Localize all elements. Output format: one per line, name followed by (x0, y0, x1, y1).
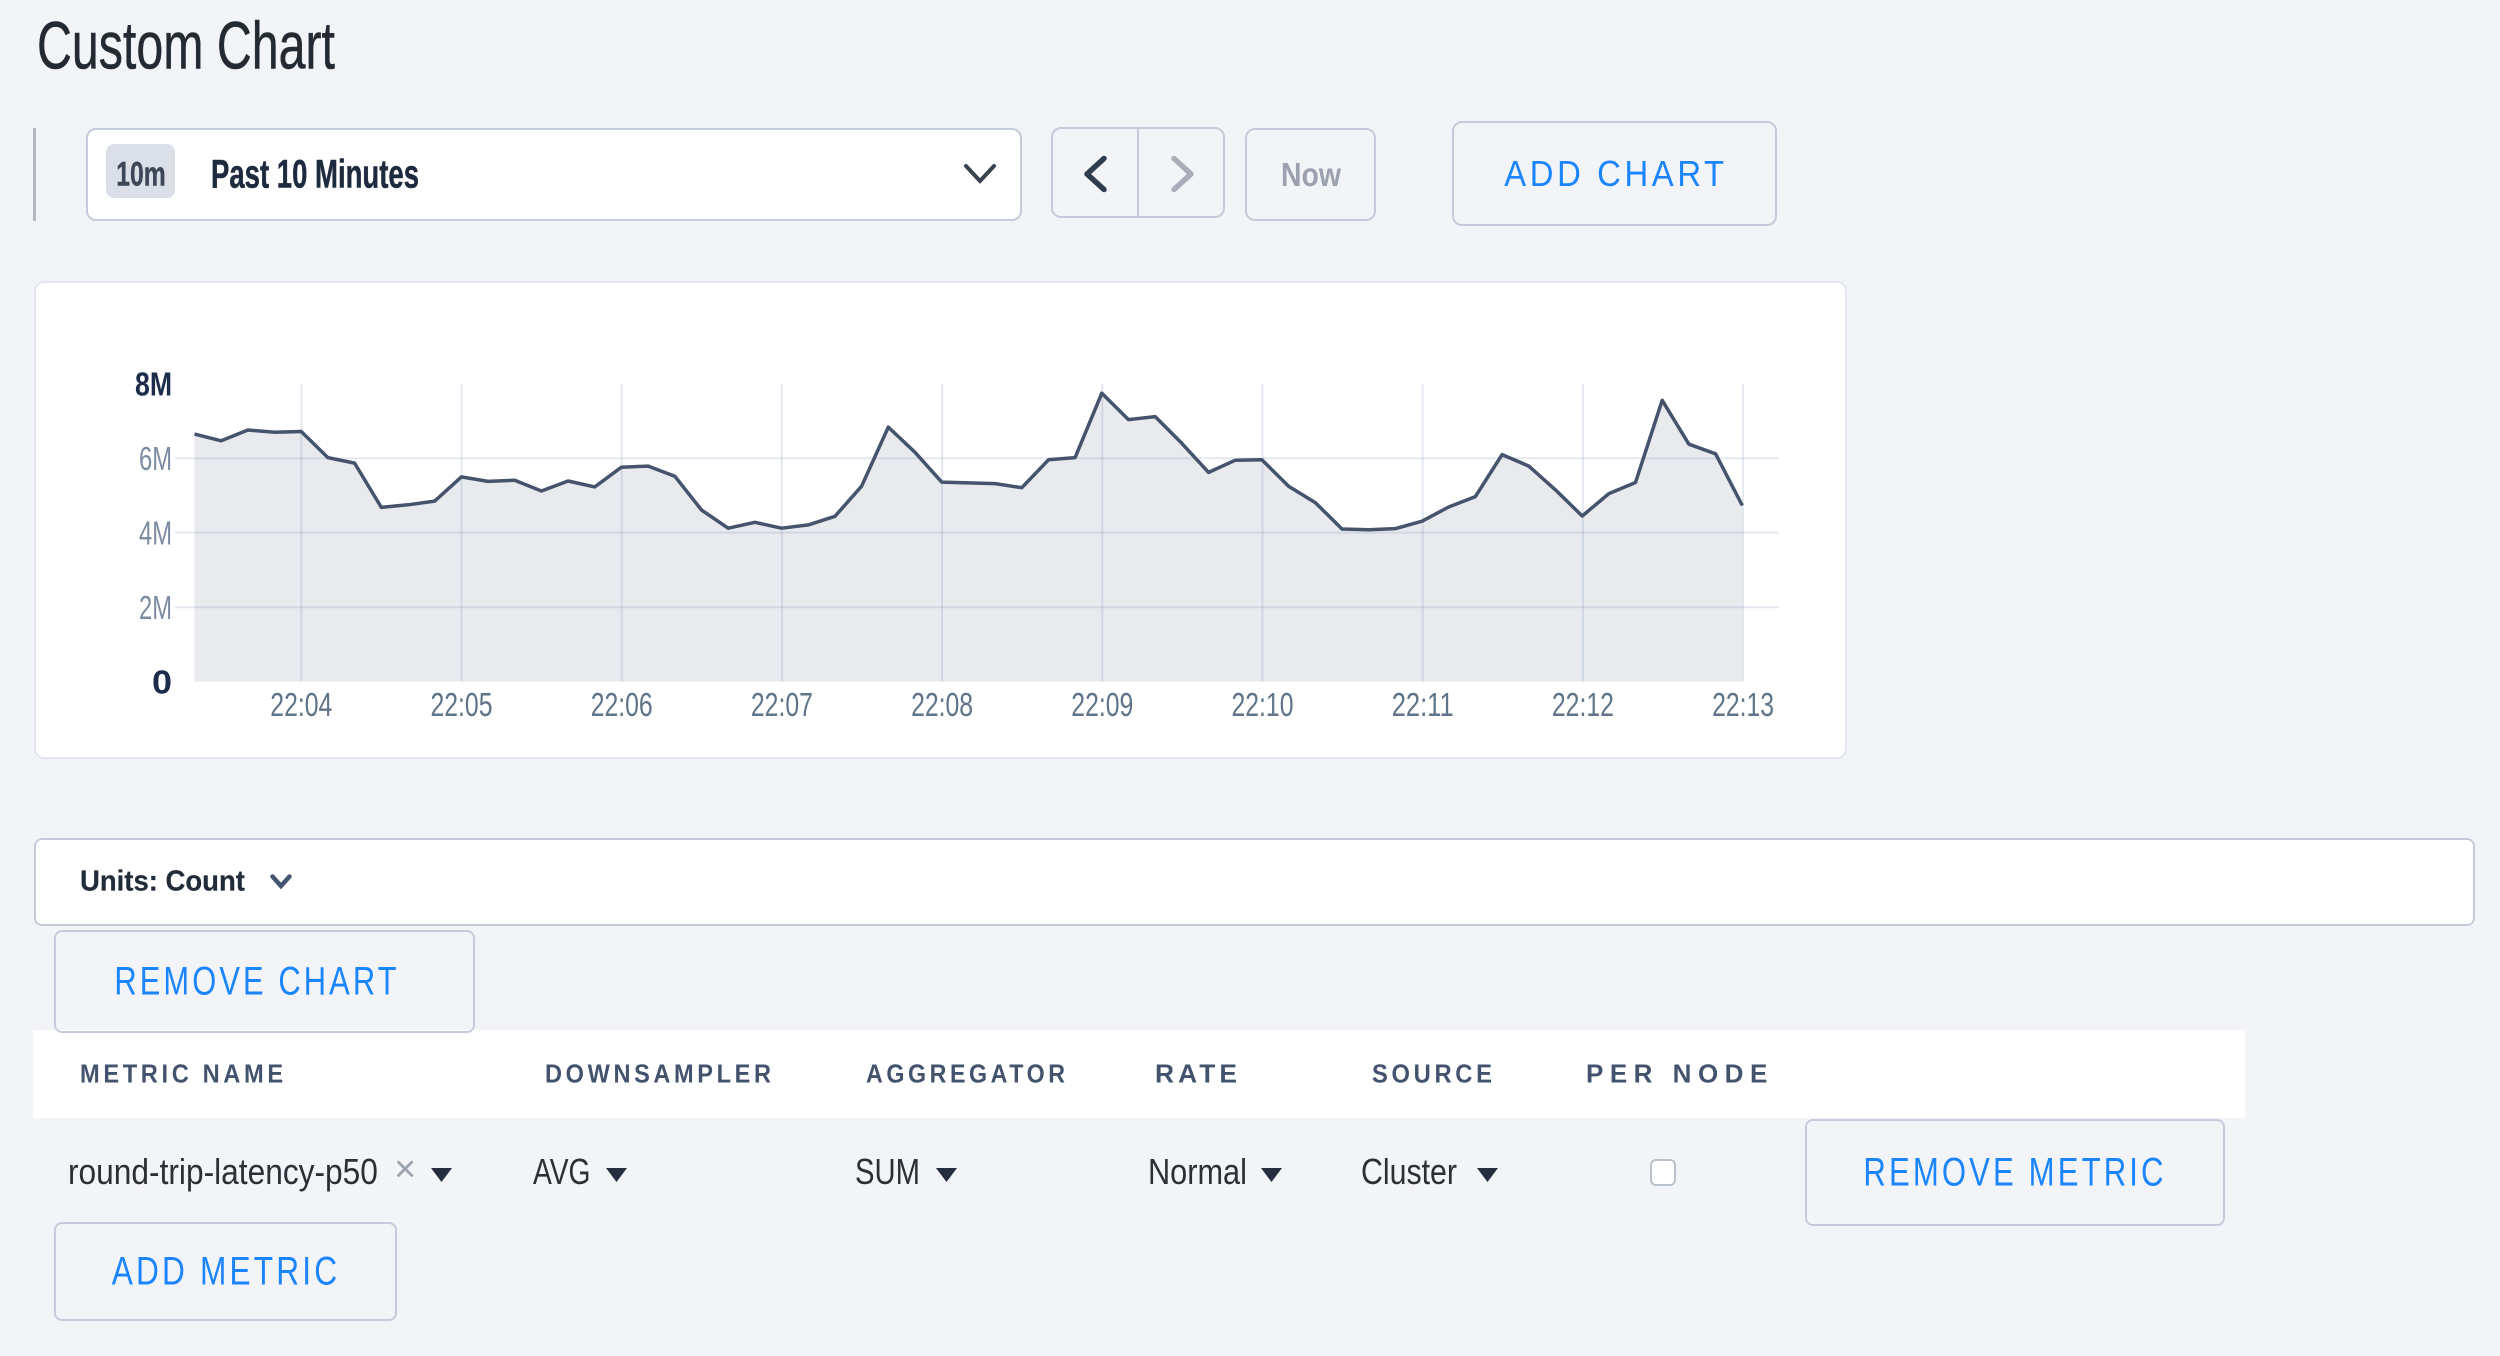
svg-text:22:09: 22:09 (1071, 686, 1133, 723)
svg-text:22:11: 22:11 (1392, 686, 1454, 723)
svg-text:22:06: 22:06 (591, 686, 653, 723)
svg-text:0: 0 (152, 663, 172, 700)
svg-text:22:13: 22:13 (1712, 686, 1774, 723)
svg-text:4M: 4M (139, 514, 172, 551)
svg-text:22:12: 22:12 (1552, 686, 1614, 723)
svg-text:6M: 6M (139, 440, 172, 477)
svg-text:8M: 8M (135, 366, 172, 403)
svg-text:22:10: 22:10 (1232, 686, 1294, 723)
svg-text:2M: 2M (139, 589, 172, 626)
svg-text:22:05: 22:05 (431, 686, 493, 723)
svg-text:22:04: 22:04 (270, 686, 332, 723)
svg-text:22:07: 22:07 (751, 686, 813, 723)
svg-text:22:08: 22:08 (911, 686, 973, 723)
